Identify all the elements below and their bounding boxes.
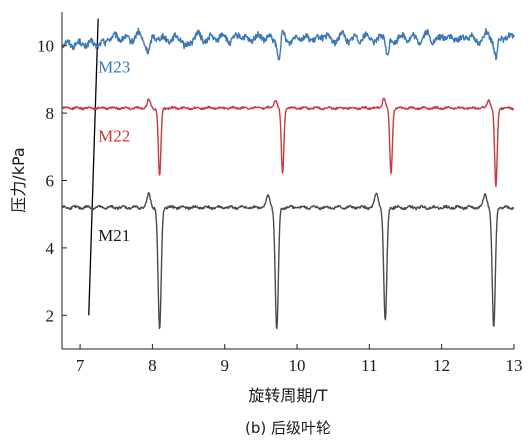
- series-group: [61, 27, 515, 330]
- y-tick-label: 2: [46, 306, 55, 325]
- series-line-m21: [61, 192, 515, 330]
- y-tick-label: 10: [37, 37, 54, 56]
- y-tick-label: 8: [46, 104, 55, 123]
- x-axis-title: 旋转周期/T: [248, 386, 327, 405]
- x-ticks: 7 8 9 10 11 12 13: [76, 344, 523, 375]
- series-label-m21: M21: [98, 226, 130, 245]
- series-line-m23: [61, 27, 515, 61]
- annotations: [88, 18, 99, 316]
- x-tick-label: 10: [289, 356, 306, 375]
- x-tick-label: 7: [76, 356, 85, 375]
- x-tick-label: 11: [361, 356, 377, 375]
- figure-caption: (b) 后级叶轮: [245, 419, 331, 437]
- series-label-m23: M23: [98, 58, 130, 77]
- y-ticks: 2 4 6 8 10: [37, 37, 67, 325]
- y-axis-title: 压力/kPa: [9, 147, 28, 212]
- x-tick-label: 9: [220, 356, 229, 375]
- x-tick-label: 13: [506, 356, 523, 375]
- series-labels: M23 M22 M21: [98, 58, 130, 246]
- x-tick-label: 12: [433, 356, 450, 375]
- series-line-m22: [61, 97, 515, 188]
- y-tick-label: 4: [46, 239, 55, 258]
- annotation-line: [88, 18, 99, 316]
- y-tick-label: 6: [46, 172, 55, 191]
- x-tick-label: 8: [148, 356, 157, 375]
- series-label-m22: M22: [98, 127, 130, 146]
